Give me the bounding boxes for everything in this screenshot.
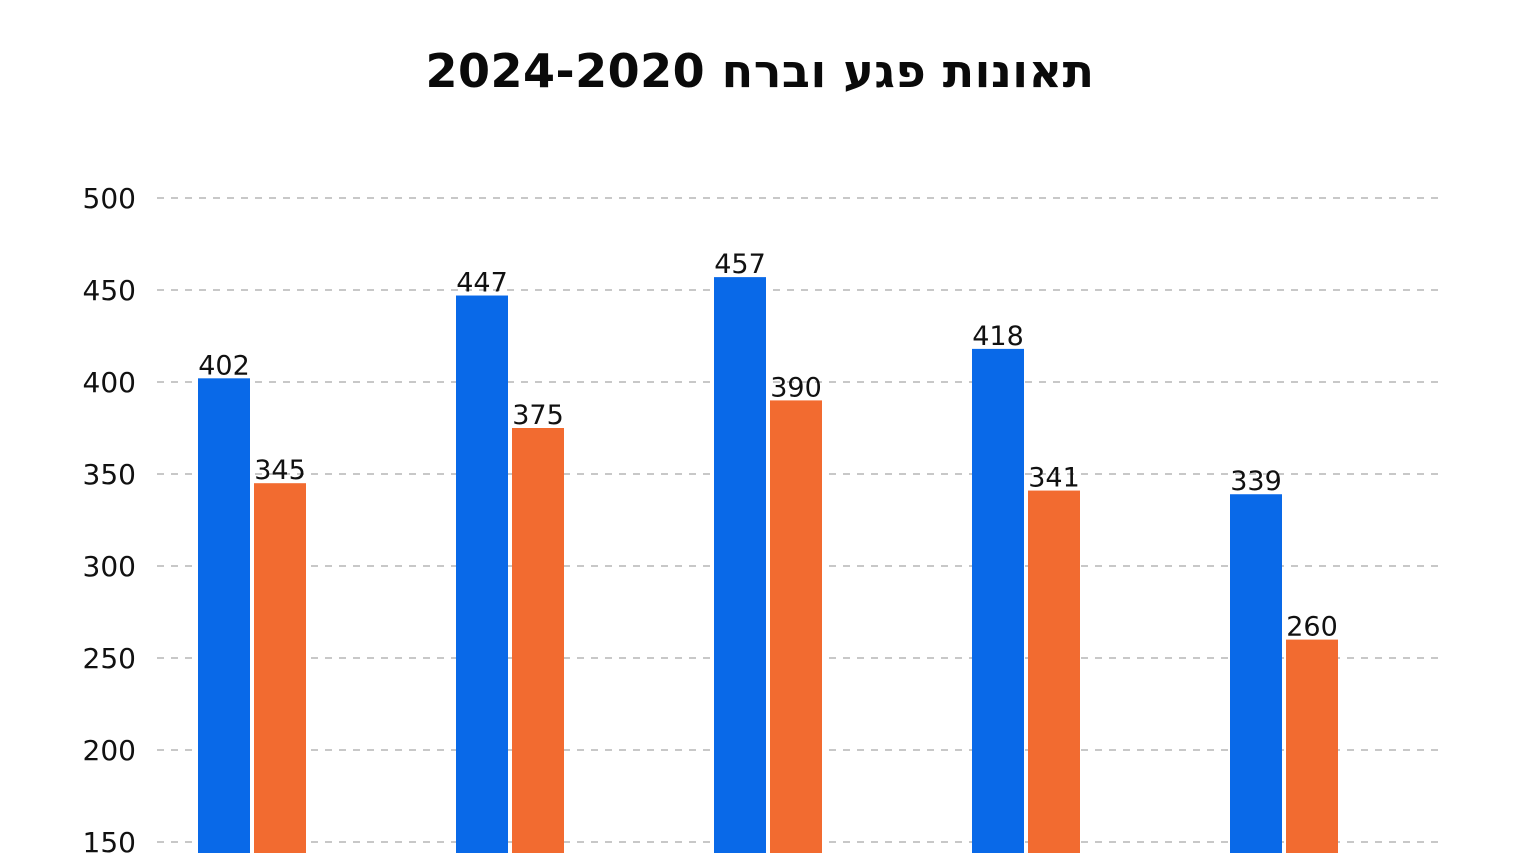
bars — [198, 277, 1338, 853]
y-tick-label: 250 — [83, 642, 136, 675]
bar-series-2 — [1286, 639, 1338, 853]
data-label: 341 — [1028, 463, 1080, 494]
y-tick-label: 150 — [83, 826, 136, 853]
bar-series-1 — [714, 277, 766, 853]
gridlines — [157, 197, 1442, 843]
y-axis-ticks: 150 200 250 300 350 400 450 500 — [83, 182, 136, 853]
bar-series-2 — [254, 483, 306, 853]
bar-series-1 — [198, 378, 250, 853]
bar-series-2 — [1028, 490, 1080, 853]
y-tick-label: 300 — [83, 550, 136, 583]
bar-series-1 — [972, 348, 1024, 853]
y-tick-label: 200 — [83, 734, 136, 767]
y-tick-label: 400 — [83, 366, 136, 399]
data-label: 260 — [1286, 612, 1338, 643]
chart-title: תאונות פגע וברח 2024-2020 — [425, 44, 1095, 98]
data-label: 402 — [198, 350, 250, 381]
data-label: 418 — [972, 321, 1024, 352]
bar-series-1 — [456, 295, 508, 853]
data-label: 345 — [254, 455, 306, 486]
data-label: 375 — [512, 400, 564, 431]
bar-series-1 — [1230, 494, 1282, 853]
y-tick-label: 450 — [83, 274, 136, 307]
data-label: 339 — [1230, 466, 1282, 497]
data-label: 457 — [714, 249, 766, 280]
data-labels: 402 447 457 418 339 345 375 390 341 260 — [198, 249, 1338, 642]
y-tick-label: 500 — [83, 182, 136, 215]
data-label: 447 — [456, 268, 508, 299]
y-tick-label: 350 — [83, 458, 136, 491]
data-label: 390 — [770, 372, 822, 403]
bar-series-2 — [770, 400, 822, 853]
bar-series-2 — [512, 428, 564, 853]
